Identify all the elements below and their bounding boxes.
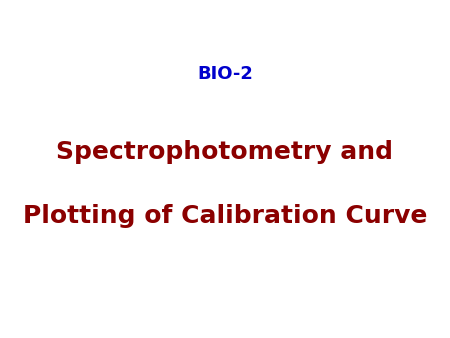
Text: BIO-2: BIO-2 [197,65,253,83]
Text: Spectrophotometry and: Spectrophotometry and [57,140,393,164]
Text: Plotting of Calibration Curve: Plotting of Calibration Curve [23,204,427,228]
